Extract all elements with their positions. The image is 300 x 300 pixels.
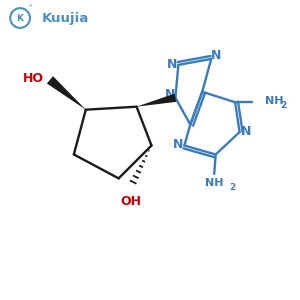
Text: Kuujia: Kuujia — [41, 11, 88, 25]
Text: 2: 2 — [280, 101, 287, 110]
Text: HO: HO — [22, 72, 44, 86]
Text: N: N — [165, 88, 175, 101]
Text: NH: NH — [265, 96, 283, 106]
Text: N: N — [172, 138, 183, 152]
Text: K: K — [16, 14, 24, 22]
Text: N: N — [241, 125, 251, 138]
Polygon shape — [47, 76, 86, 110]
Polygon shape — [136, 94, 176, 107]
Text: N: N — [167, 58, 177, 71]
Text: N: N — [211, 50, 221, 62]
Text: 2: 2 — [230, 183, 236, 192]
Text: OH: OH — [120, 195, 141, 208]
Text: NH: NH — [205, 178, 224, 188]
Text: °: ° — [28, 5, 32, 11]
